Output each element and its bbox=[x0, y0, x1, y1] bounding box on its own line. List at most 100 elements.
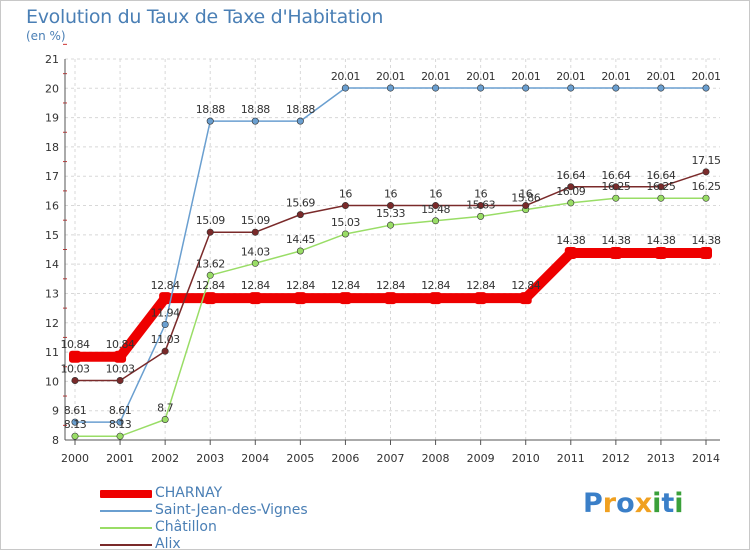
y-tick-label: 11 bbox=[45, 346, 59, 359]
x-tick-label: 2002 bbox=[151, 452, 179, 465]
data-label: 20.01 bbox=[331, 70, 360, 83]
data-point bbox=[161, 347, 169, 355]
data-label: 15.86 bbox=[511, 192, 540, 205]
x-tick-label: 2012 bbox=[602, 452, 630, 465]
data-point bbox=[429, 292, 442, 305]
y-tick-label: 15 bbox=[45, 229, 59, 242]
legend-label: Saint-Jean-des-Vignes bbox=[155, 502, 308, 518]
x-tick-label: 2000 bbox=[61, 452, 89, 465]
data-label: 16.64 bbox=[601, 169, 630, 182]
data-point bbox=[567, 199, 575, 207]
y-tick-label: 12 bbox=[45, 317, 59, 330]
data-point bbox=[564, 247, 577, 260]
data-point bbox=[612, 194, 620, 202]
data-label: 12.84 bbox=[511, 279, 540, 292]
data-label: 12.84 bbox=[241, 279, 270, 292]
data-point bbox=[386, 84, 394, 92]
y-tick-label: 13 bbox=[45, 287, 59, 300]
data-point bbox=[249, 292, 262, 305]
data-label: 16.64 bbox=[646, 169, 675, 182]
data-label: 8.13 bbox=[64, 418, 87, 431]
data-point bbox=[522, 202, 530, 210]
data-point bbox=[251, 228, 259, 236]
data-label: 15.63 bbox=[466, 198, 495, 211]
y-tick-label: 19 bbox=[45, 112, 59, 125]
data-label: 14.38 bbox=[646, 234, 675, 247]
data-label: 10.03 bbox=[106, 363, 135, 376]
data-point bbox=[341, 84, 349, 92]
data-point bbox=[206, 228, 214, 236]
data-point bbox=[657, 84, 665, 92]
x-tick-label: 2004 bbox=[241, 452, 269, 465]
x-tick-label: 2014 bbox=[692, 452, 720, 465]
data-point bbox=[251, 117, 259, 125]
data-point bbox=[432, 202, 440, 210]
data-point bbox=[339, 292, 352, 305]
data-point bbox=[71, 432, 79, 440]
data-label: 10.84 bbox=[61, 338, 90, 351]
data-label: 12.84 bbox=[196, 279, 225, 292]
logo-letter: o bbox=[616, 488, 635, 519]
data-label: 20.01 bbox=[692, 70, 721, 83]
data-point bbox=[477, 84, 485, 92]
x-tick-label: 2009 bbox=[467, 452, 495, 465]
data-label: 12.84 bbox=[331, 279, 360, 292]
legend-label: CHARNAY bbox=[155, 485, 223, 501]
x-tick-label: 2011 bbox=[557, 452, 585, 465]
data-point bbox=[702, 194, 710, 202]
data-point bbox=[71, 377, 79, 385]
y-tick-label: 9 bbox=[52, 405, 59, 418]
legend-swatch bbox=[100, 527, 152, 529]
data-label: 12.84 bbox=[376, 279, 405, 292]
data-point bbox=[206, 271, 214, 279]
data-label: 14.38 bbox=[601, 234, 630, 247]
data-label: 15.48 bbox=[421, 203, 450, 216]
data-label: 20.01 bbox=[646, 70, 675, 83]
data-point bbox=[519, 292, 532, 305]
data-point bbox=[474, 292, 487, 305]
data-label: 8.13 bbox=[109, 418, 132, 431]
y-tick-label: 8 bbox=[52, 434, 59, 447]
legend-swatch bbox=[100, 544, 152, 546]
data-label: 16.25 bbox=[646, 180, 675, 193]
data-point bbox=[296, 117, 304, 125]
data-point bbox=[702, 168, 710, 176]
data-label: 12.84 bbox=[151, 279, 180, 292]
data-point bbox=[567, 183, 575, 191]
proxiti-logo: Proxiti bbox=[583, 488, 684, 519]
data-label: 16.25 bbox=[692, 180, 721, 193]
data-label: 16 bbox=[474, 188, 487, 201]
data-label: 16.09 bbox=[556, 185, 585, 198]
data-point bbox=[71, 418, 79, 426]
data-label: 14.45 bbox=[286, 233, 315, 246]
data-label: 16 bbox=[519, 188, 532, 201]
data-point bbox=[700, 247, 712, 260]
data-point bbox=[477, 202, 485, 210]
data-point bbox=[251, 259, 259, 267]
logo-letter: i bbox=[652, 488, 662, 519]
data-label: 20.01 bbox=[466, 70, 495, 83]
data-label: 14.38 bbox=[556, 234, 585, 247]
legend-swatch bbox=[100, 510, 152, 512]
data-label: 8.61 bbox=[109, 404, 132, 417]
data-label: 18.88 bbox=[241, 103, 270, 116]
data-label: 20.01 bbox=[511, 70, 540, 83]
logo-letter: x bbox=[634, 488, 653, 519]
data-label: 16 bbox=[384, 188, 397, 201]
chart-subtitle: (en %) bbox=[26, 29, 66, 43]
data-point bbox=[296, 247, 304, 255]
line-chart: 8 9 10 11 12 13 14 15 16 17 18 19 20 21 2000 2001 2002 20… bbox=[45, 43, 721, 465]
data-point bbox=[159, 292, 172, 305]
data-point bbox=[609, 247, 622, 260]
data-label: 17.15 bbox=[692, 154, 721, 167]
data-point bbox=[612, 183, 620, 191]
y-tick-label: 16 bbox=[45, 200, 59, 213]
data-label: 16 bbox=[339, 188, 352, 201]
logo-letter: i bbox=[674, 488, 684, 519]
x-tick-label: 2013 bbox=[647, 452, 675, 465]
data-point bbox=[341, 202, 349, 210]
data-label: 18.88 bbox=[196, 103, 225, 116]
data-point bbox=[522, 84, 530, 92]
data-point bbox=[386, 221, 394, 229]
y-tick-label: 18 bbox=[45, 141, 59, 154]
